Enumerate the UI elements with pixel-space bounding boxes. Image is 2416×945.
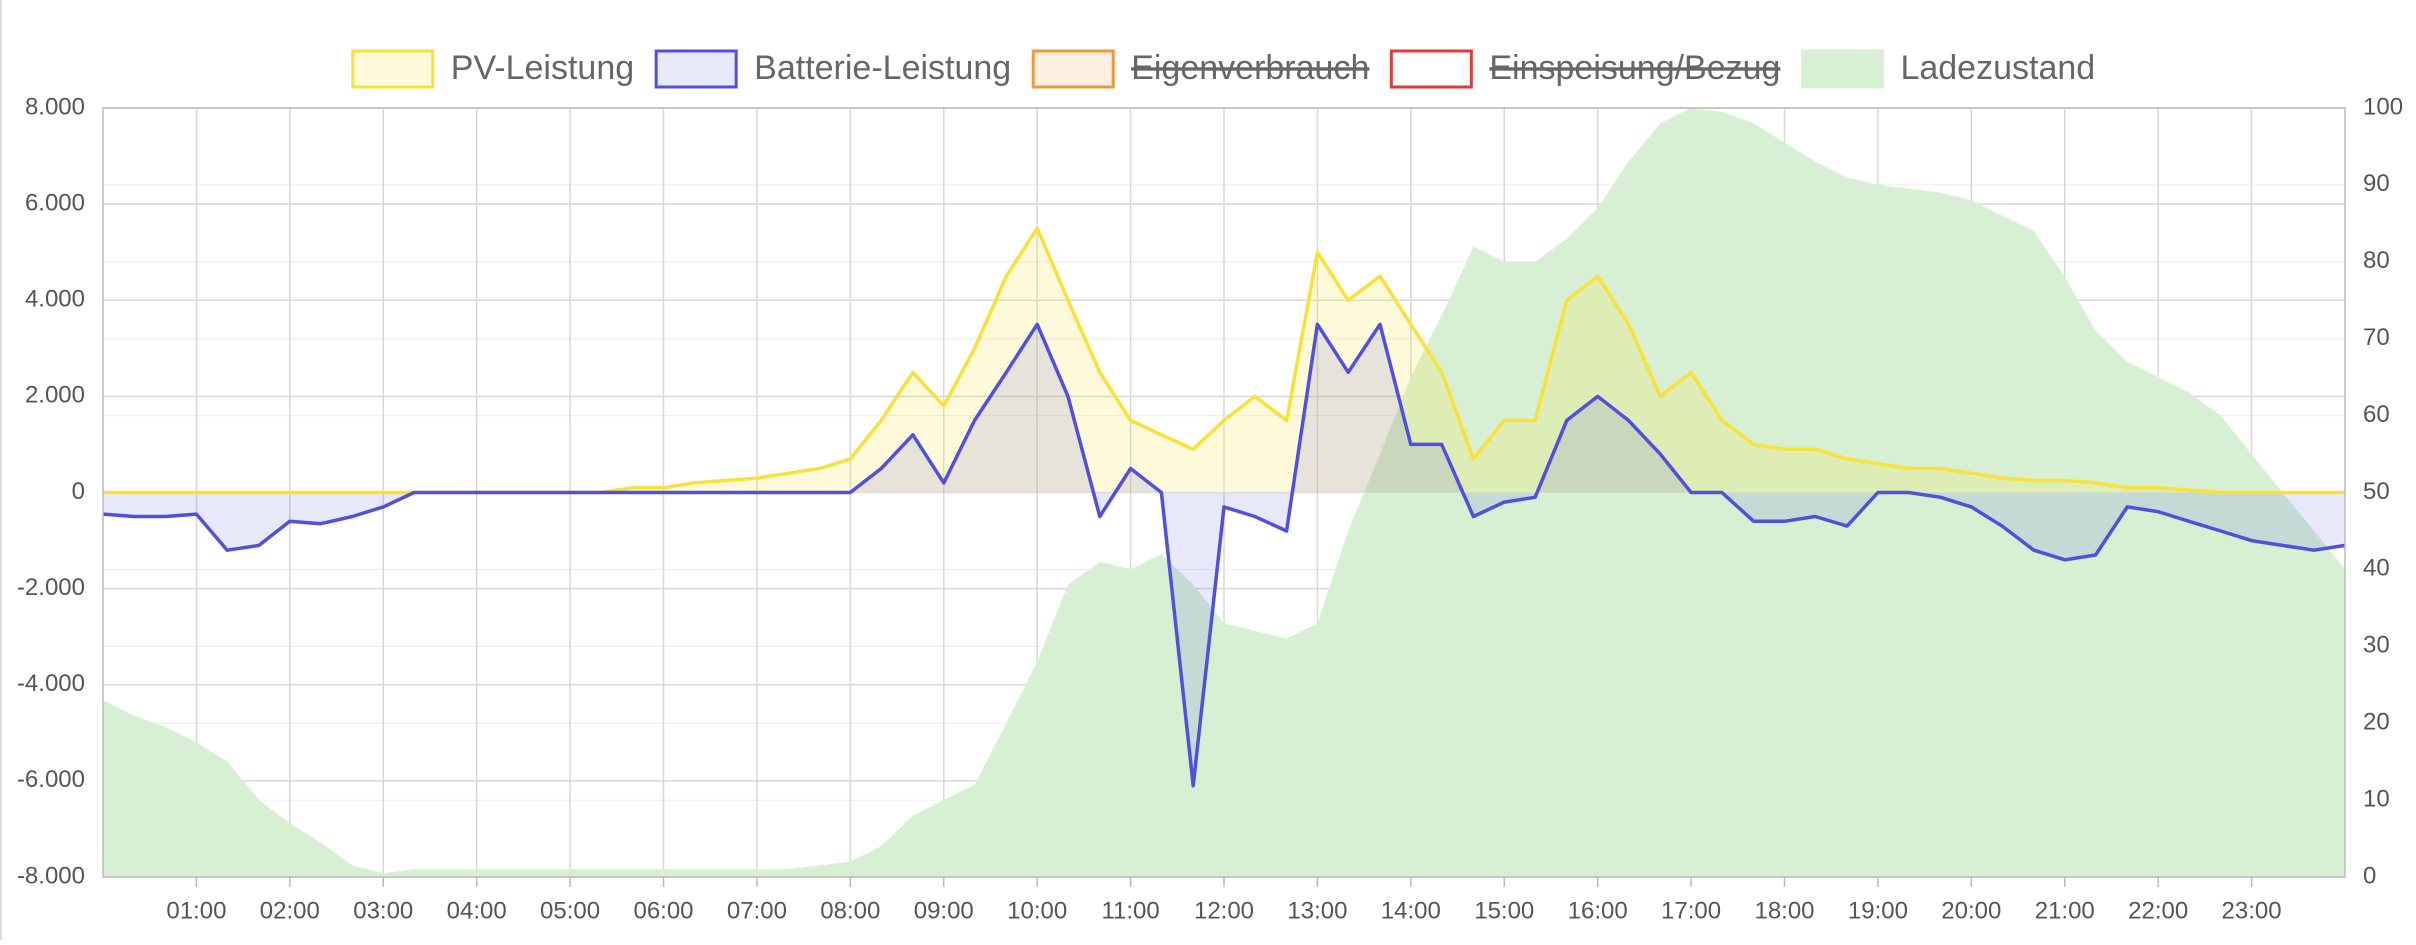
- y-tick-label: 8.000: [25, 93, 85, 120]
- x-tick-label: 11:00: [1101, 897, 1159, 924]
- y-tick-label: -2.000: [17, 574, 85, 601]
- areas: [103, 108, 2345, 877]
- y2-tick-label: 0: [2363, 862, 2376, 889]
- x-tick-label: 03:00: [353, 897, 413, 924]
- series-line: [102, 322, 2346, 788]
- x-tick-label: 21:00: [2035, 897, 2095, 924]
- y2-tick-label: 20: [2363, 709, 2390, 736]
- x-tick-label: 19:00: [1848, 897, 1908, 924]
- series-area: [103, 228, 2345, 493]
- y-tick-label: 4.000: [25, 286, 85, 313]
- y-tick-label: 6.000: [25, 189, 85, 216]
- x-tick-label: 13:00: [1287, 897, 1347, 924]
- y-tick-label: -6.000: [17, 766, 85, 793]
- x-tick-label: 10:00: [1007, 897, 1067, 924]
- y2-tick-label: 40: [2363, 555, 2390, 582]
- x-tick-label: 08:00: [820, 897, 880, 924]
- x-tick-label: 15:00: [1474, 897, 1534, 924]
- legend-text: Eigenverbrauch: [1131, 49, 1369, 87]
- x-tick-label: 12:00: [1194, 897, 1254, 924]
- x-tick-label: 04:00: [447, 897, 507, 924]
- legend-text: PV-Leistung: [451, 49, 634, 87]
- x-tick-label: 22:00: [2128, 897, 2188, 924]
- x-tick-label: 23:00: [2222, 897, 2282, 924]
- legend-text: Einspeisung/Bezug: [1489, 49, 1780, 87]
- x-tick-label: 17:00: [1661, 897, 1721, 924]
- legend-swatch: [1031, 49, 1115, 89]
- axes: 8.000 6.000 4.000 2.000 0 -2.000 -4.000 -6.000 -…: [17, 93, 2403, 924]
- y-tick-label: -8.000: [17, 862, 85, 889]
- y2-tick-label: 50: [2363, 478, 2390, 505]
- y2-tick-label: 10: [2363, 785, 2390, 812]
- y2-tick-label: 100: [2363, 93, 2403, 120]
- y2-tick-label: 70: [2363, 324, 2390, 351]
- x-tick-label: 01:00: [166, 897, 226, 924]
- x-tick-label: 16:00: [1568, 897, 1628, 924]
- plot-frame: [102, 107, 2346, 878]
- x-tick-label: 18:00: [1754, 897, 1814, 924]
- x-tick-label: 20:00: [1941, 897, 2001, 924]
- legend-text: Ladezustand: [1900, 49, 2095, 87]
- legend-text: Batterie-Leistung: [754, 49, 1011, 87]
- x-tick-label: 05:00: [540, 897, 600, 924]
- x-tick-label: 06:00: [633, 897, 693, 924]
- y-tick-label: 0: [72, 478, 85, 505]
- lines: [102, 226, 2346, 788]
- y2-tick-label: 90: [2363, 170, 2390, 197]
- legend-swatch: [351, 49, 435, 89]
- legend-swatch: [1389, 49, 1473, 89]
- y2-tick-label: 60: [2363, 401, 2390, 428]
- x-tick-label: 14:00: [1381, 897, 1441, 924]
- x-tick-label: 07:00: [727, 897, 787, 924]
- x-tick-label: 09:00: [914, 897, 974, 924]
- series-area: [103, 108, 2345, 877]
- legend: PV-Leistung Batterie-Leistung Eigenverbrau…: [351, 49, 2095, 89]
- y2-tick-label: 30: [2363, 632, 2390, 659]
- y2-tick-label: 80: [2363, 247, 2390, 274]
- legend-swatch: [654, 49, 738, 89]
- y-tick-label: -4.000: [17, 670, 85, 697]
- y-tick-label: 2.000: [25, 382, 85, 409]
- x-tick-label: 02:00: [260, 897, 320, 924]
- legend-swatch: [1800, 49, 1884, 89]
